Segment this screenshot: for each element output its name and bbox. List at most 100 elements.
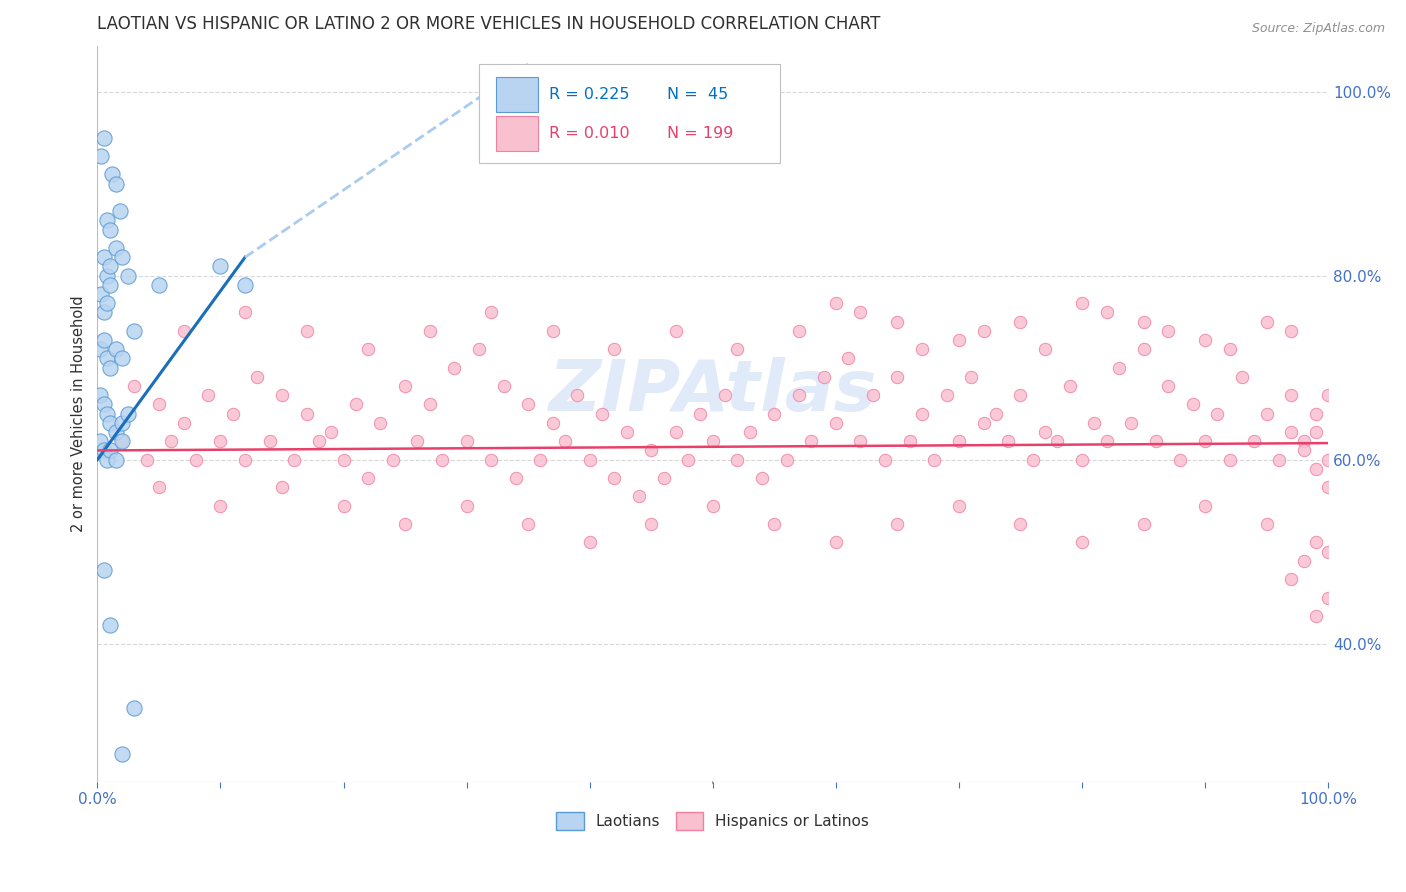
Point	[104, 425, 127, 439]
Point	[93, 305, 115, 319]
Point	[90, 149, 112, 163]
Point	[1256, 517, 1278, 532]
Point	[1071, 296, 1094, 310]
Point	[96, 452, 118, 467]
Point	[616, 425, 638, 439]
Point	[505, 471, 527, 485]
Point	[148, 397, 170, 411]
Text: Source: ZipAtlas.com: Source: ZipAtlas.com	[1251, 22, 1385, 36]
Point	[332, 452, 354, 467]
Point	[394, 379, 416, 393]
Point	[89, 388, 111, 402]
Point	[702, 499, 724, 513]
Point	[430, 452, 453, 467]
Point	[98, 618, 121, 632]
Point	[173, 324, 195, 338]
Point	[787, 324, 810, 338]
Point	[517, 397, 540, 411]
Point	[259, 434, 281, 449]
Point	[93, 333, 115, 347]
Point	[295, 407, 318, 421]
Point	[1010, 315, 1032, 329]
Point	[209, 434, 232, 449]
FancyBboxPatch shape	[496, 116, 538, 151]
Point	[111, 416, 134, 430]
Point	[1317, 452, 1340, 467]
Point	[479, 452, 502, 467]
Point	[93, 250, 115, 264]
Point	[96, 268, 118, 283]
Point	[517, 517, 540, 532]
Point	[603, 343, 626, 357]
Point	[394, 517, 416, 532]
Point	[1144, 434, 1167, 449]
Point	[357, 343, 380, 357]
Point	[578, 535, 600, 549]
Point	[1292, 554, 1315, 568]
Point	[93, 563, 115, 577]
Point	[1010, 388, 1032, 402]
Point	[1317, 591, 1340, 605]
Point	[1292, 434, 1315, 449]
Point	[1194, 434, 1216, 449]
Point	[541, 416, 564, 430]
Point	[90, 287, 112, 301]
FancyBboxPatch shape	[496, 77, 538, 112]
Point	[1230, 369, 1253, 384]
Point	[948, 333, 970, 347]
Text: N =  45: N = 45	[668, 87, 728, 102]
Point	[1121, 416, 1143, 430]
Point	[1132, 315, 1154, 329]
Point	[873, 452, 896, 467]
Point	[104, 241, 127, 255]
Text: R = 0.010: R = 0.010	[550, 126, 630, 141]
Point	[104, 343, 127, 357]
Point	[676, 452, 699, 467]
Point	[93, 397, 115, 411]
Point	[948, 434, 970, 449]
Point	[479, 305, 502, 319]
Point	[1022, 452, 1045, 467]
Point	[1268, 452, 1291, 467]
Point	[209, 260, 232, 274]
Point	[948, 499, 970, 513]
Point	[406, 434, 429, 449]
Point	[529, 452, 551, 467]
Point	[96, 213, 118, 227]
Point	[824, 296, 846, 310]
Point	[665, 324, 688, 338]
Point	[714, 388, 737, 402]
Point	[419, 397, 441, 411]
Point	[111, 434, 134, 449]
Point	[370, 416, 392, 430]
Point	[222, 407, 245, 421]
Point	[1219, 452, 1241, 467]
Point	[1256, 315, 1278, 329]
Text: ZIPAtlas: ZIPAtlas	[548, 357, 877, 426]
Point	[567, 388, 589, 402]
Point	[148, 277, 170, 292]
Point	[101, 168, 124, 182]
Point	[89, 343, 111, 357]
Point	[124, 701, 146, 715]
Point	[997, 434, 1019, 449]
Point	[911, 343, 934, 357]
Point	[800, 434, 823, 449]
Point	[98, 360, 121, 375]
Point	[1033, 425, 1056, 439]
Point	[813, 369, 835, 384]
Point	[419, 324, 441, 338]
Point	[233, 277, 256, 292]
Point	[1279, 388, 1302, 402]
Point	[1132, 343, 1154, 357]
FancyBboxPatch shape	[479, 64, 780, 163]
Point	[824, 416, 846, 430]
Point	[173, 416, 195, 430]
Point	[1157, 324, 1180, 338]
Point	[308, 434, 330, 449]
Point	[973, 416, 995, 430]
Point	[1157, 379, 1180, 393]
Point	[283, 452, 305, 467]
Point	[111, 434, 134, 449]
Point	[160, 434, 183, 449]
